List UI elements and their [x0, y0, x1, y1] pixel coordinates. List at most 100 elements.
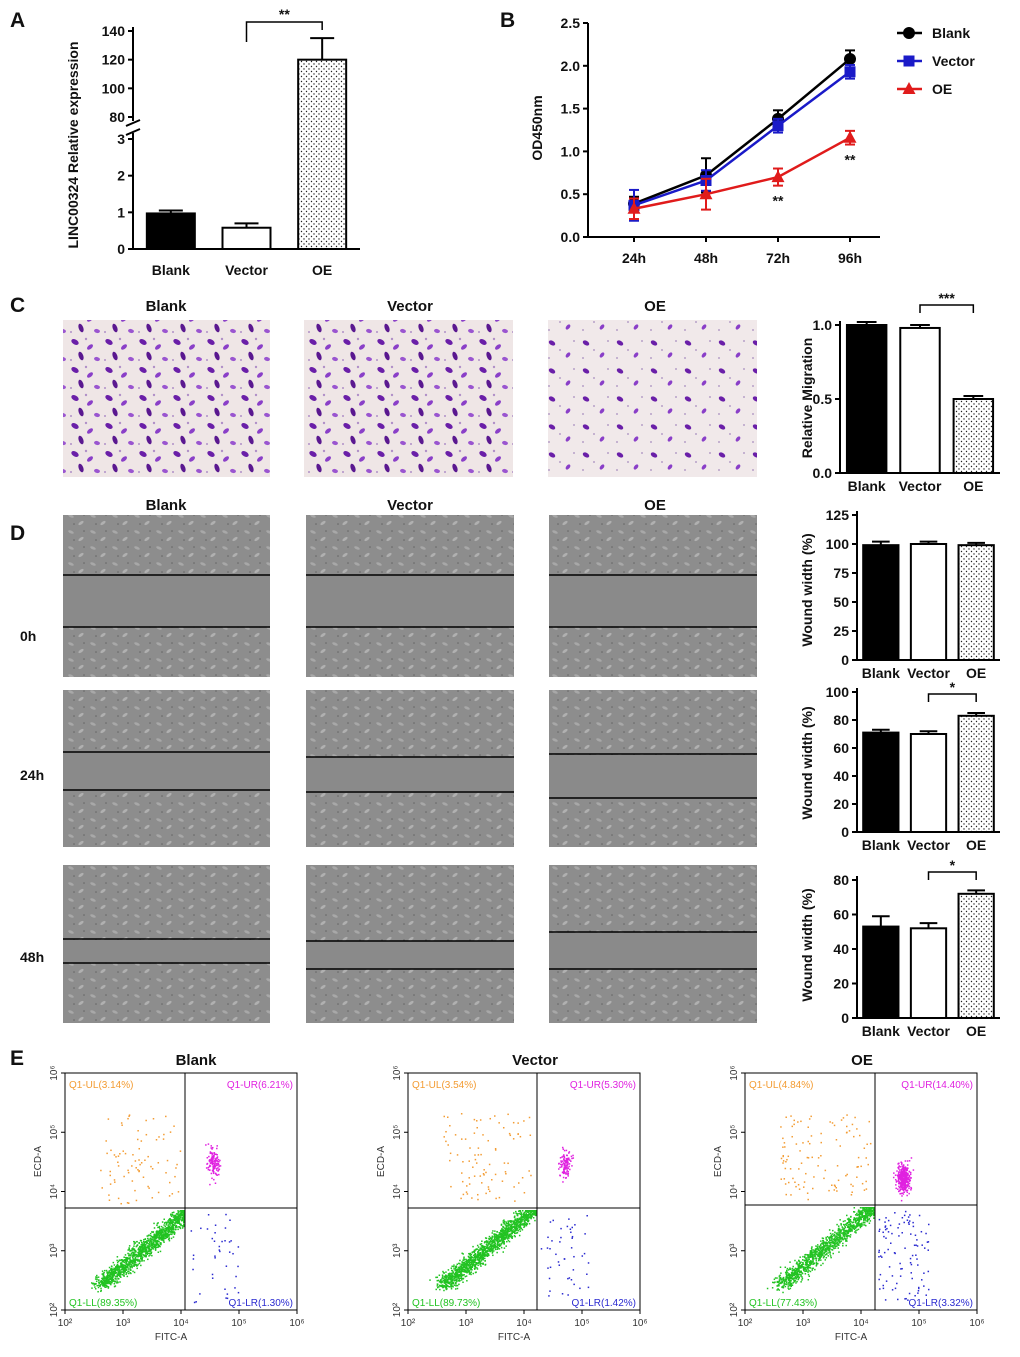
quadrant-label-ur: Q1-UR(6.21%): [227, 1080, 293, 1091]
y-tick-label: 10⁴: [49, 1184, 60, 1199]
quadrant-label-ul: Q1-UL(4.84%): [749, 1080, 813, 1091]
y-tick-label: 0.0: [561, 229, 581, 245]
quadrant-label-ul: Q1-UL(3.14%): [69, 1080, 133, 1091]
x-tick-label: 10³: [459, 1318, 474, 1329]
y-tick-label: 0.0: [813, 465, 833, 481]
panel-e-header-vector: Vector: [512, 1052, 558, 1069]
panel-letter-e: E: [10, 1047, 24, 1070]
flow-dots: [90, 1114, 240, 1304]
flow-plot-blank: Q1-UL(3.14%) Q1-UR(6.21%) Q1-LL(89.35%) Q1-…: [33, 1065, 305, 1343]
y-tick-label: 100: [102, 80, 126, 96]
y-tick-label: 40: [833, 768, 849, 784]
panel-c: Blank Vector OE Relative Migration 0.0 0.…: [63, 290, 1000, 494]
y-tick-label: 75: [833, 565, 849, 581]
x-tick-label: 10⁶: [632, 1318, 647, 1329]
x-tick-label-vector: Vector: [899, 478, 942, 494]
y-tick-label: 10⁴: [392, 1184, 403, 1199]
bar-oe: [957, 892, 995, 1019]
panel-letter-a: A: [10, 9, 25, 32]
x-tick-label: 10⁶: [289, 1318, 304, 1329]
bar-oe: [952, 398, 995, 474]
flow-ylabel: ECD-A: [376, 1146, 387, 1177]
flow-xlabel: FITC-A: [498, 1332, 531, 1343]
timepoint-0h: 0h: [20, 628, 36, 644]
x-tick-label-vector: Vector: [225, 262, 268, 278]
series-line-oe: [633, 136, 851, 210]
point-oe: [843, 130, 857, 143]
x-tick-label: 10⁴: [173, 1318, 188, 1329]
flow-plot-vector: Q1-UL(3.54%) Q1-UR(5.30%) Q1-LL(89.73%) Q1-…: [376, 1065, 648, 1343]
bar-blank: [845, 324, 888, 474]
panel-c-header-oe: OE: [644, 298, 666, 315]
bar-blank: [145, 212, 196, 250]
flow-plot-oe: Q1-UL(4.84%) Q1-UR(14.40%) Q1-LL(77.43%) Q1…: [713, 1065, 985, 1343]
x-tick-label: 10⁴: [516, 1318, 531, 1329]
flow-dots: [766, 1114, 930, 1301]
flow-ylabel: ECD-A: [713, 1146, 724, 1177]
y-tick-label: 0: [117, 241, 125, 257]
bar-vector: [909, 543, 948, 661]
transwell-image-vector: [304, 320, 513, 477]
x-tick-label: 96h: [838, 250, 862, 266]
y-tick-label: 0: [841, 1010, 849, 1026]
y-tick-label: 10⁶: [49, 1065, 60, 1080]
y-tick-label: 0.5: [813, 391, 833, 407]
quadrant-label-ur: Q1-UR(5.30%): [570, 1080, 636, 1091]
x-tick-label: 24h: [622, 250, 646, 266]
panel-c-header-blank: Blank: [146, 298, 188, 315]
x-tick-label-oe: OE: [963, 478, 983, 494]
timepoint-24h: 24h: [20, 767, 44, 783]
x-tick-label: 10³: [116, 1318, 131, 1329]
x-tick-label-oe: OE: [966, 665, 986, 681]
point-vector: [772, 120, 784, 132]
panel-a-chart: LINC00324 Relative expression 0 1 2 3 80 100 1…: [65, 6, 360, 278]
quadrant-label-lr: Q1-LR(3.32%): [909, 1298, 973, 1309]
series-line-vector: [633, 70, 851, 207]
point-vector: [844, 66, 856, 78]
quadrant-label-ll: Q1-LL(89.35%): [69, 1298, 137, 1309]
y-tick-label: 120: [102, 52, 126, 68]
legend-marker-vector: [903, 55, 915, 67]
y-tick-label: 1: [117, 204, 125, 220]
y-tick-label: 10⁵: [392, 1125, 403, 1140]
x-tick-label: 10⁵: [574, 1318, 589, 1329]
y-tick-label: 20: [833, 796, 849, 812]
x-tick-label-oe: OE: [312, 262, 332, 278]
y-tick-label: 10²: [729, 1302, 740, 1317]
significance-label: **: [845, 152, 856, 168]
flow-dots: [429, 1113, 590, 1297]
y-tick-label: 2.5: [561, 15, 581, 31]
y-tick-label: 10²: [49, 1302, 60, 1317]
bar-blank: [862, 925, 900, 1020]
x-tick-label-vector: Vector: [907, 665, 950, 681]
flow-plot-frame: [64, 1072, 298, 1311]
point-blank: [844, 52, 856, 65]
y-tick-label: 60: [833, 740, 849, 756]
panel-e-header-oe: OE: [851, 1052, 873, 1069]
y-tick-label: 100: [826, 536, 850, 552]
wound-images-0h: [63, 515, 757, 677]
significance-label: **: [279, 6, 290, 22]
y-tick-label: 10⁴: [729, 1184, 740, 1199]
significance-label: *: [950, 857, 956, 873]
y-tick-label: 10⁵: [729, 1125, 740, 1140]
y-tick-label: 10⁵: [49, 1125, 60, 1140]
flow-ylabel: ECD-A: [33, 1146, 44, 1177]
significance-label: *: [950, 679, 956, 695]
quadrant-label-lr: Q1-LR(1.30%): [229, 1298, 293, 1309]
x-tick-label: 10²: [401, 1318, 416, 1329]
panel-d48-ylabel: Wound width (%): [799, 888, 815, 1001]
bar-vector: [221, 226, 272, 251]
y-tick-label: 100: [826, 684, 850, 700]
y-tick-label: 10³: [729, 1243, 740, 1258]
y-tick-label: 3: [117, 131, 125, 147]
y-tick-label: 10⁶: [729, 1065, 740, 1080]
panel-b-ylabel: OD450nm: [529, 95, 545, 160]
panel-d-header-oe: OE: [644, 497, 666, 514]
x-tick-label-oe: OE: [966, 1023, 986, 1039]
y-tick-label: 60: [833, 907, 849, 923]
quadrant-label-lr: Q1-LR(1.42%): [572, 1298, 636, 1309]
transwell-image-oe: [548, 320, 757, 477]
x-tick-label: 10⁵: [231, 1318, 246, 1329]
legend-label-oe: OE: [932, 81, 952, 97]
